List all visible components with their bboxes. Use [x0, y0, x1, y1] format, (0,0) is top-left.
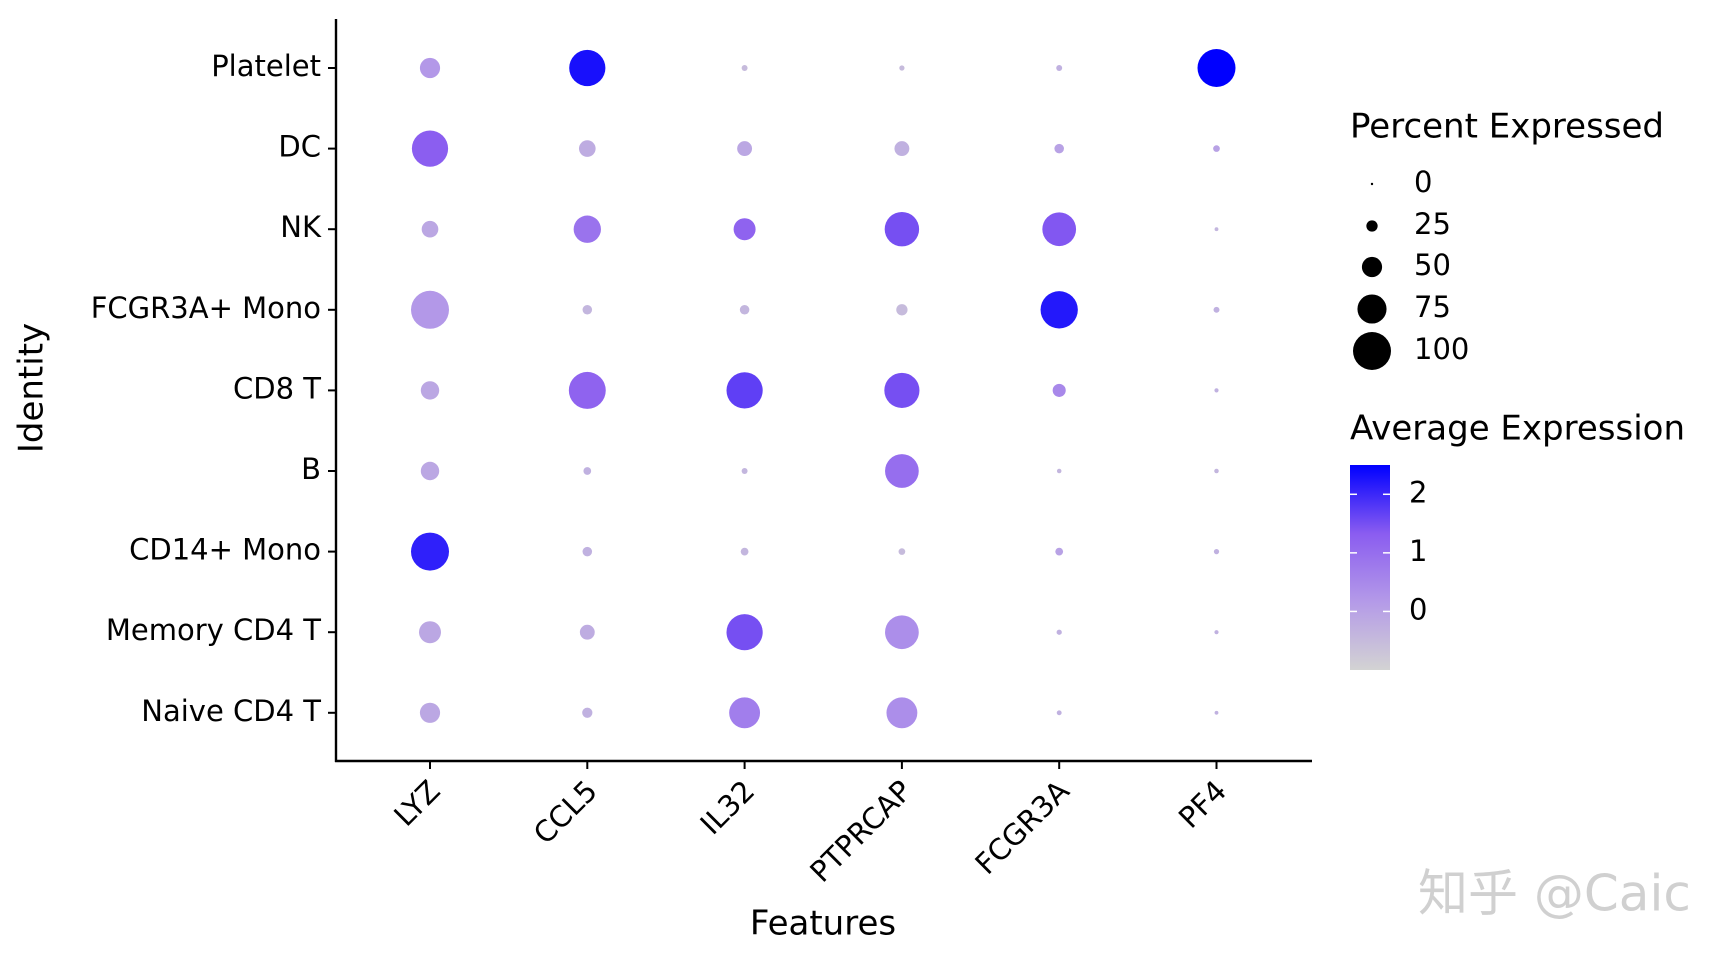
dot [886, 697, 918, 729]
y-tick-label: Naive CD4 T [141, 694, 321, 728]
dot [1214, 710, 1219, 715]
size-legend-dot [1353, 332, 1391, 370]
y-tick-label: DC [278, 130, 321, 164]
dot [411, 130, 449, 167]
dot [1213, 548, 1220, 555]
y-axis-title: Identity [12, 323, 52, 453]
dot [1214, 630, 1219, 635]
size-legend-label: 25 [1414, 207, 1451, 241]
dot [894, 141, 910, 157]
dot [421, 220, 439, 238]
dot [568, 371, 606, 409]
dot [739, 305, 750, 315]
dot [583, 467, 592, 475]
size-legend-label: 100 [1414, 332, 1469, 366]
dot [741, 65, 748, 71]
dot [737, 141, 753, 157]
y-tick-label: B [301, 452, 321, 486]
size-legend-dot [1357, 294, 1387, 324]
x-tick-label: PF4 [1172, 774, 1233, 835]
y-tick-label: CD8 T [233, 371, 321, 405]
dot [740, 547, 749, 556]
dot [1056, 629, 1062, 635]
dot [1052, 383, 1066, 397]
size-legend-dot [1361, 256, 1383, 278]
size-legend-label: 75 [1414, 290, 1451, 324]
dot [582, 707, 593, 718]
dot [1213, 145, 1220, 152]
dot [1056, 710, 1062, 716]
dot [726, 614, 763, 651]
dot [1213, 306, 1220, 313]
y-tick-label: NK [280, 210, 322, 244]
y-tick-label: Memory CD4 T [106, 613, 321, 647]
x-tick-label: IL32 [694, 774, 762, 842]
x-tick-label: PTPRCAP [803, 774, 918, 889]
dot [885, 454, 919, 488]
color-legend-title: Average Expression [1350, 409, 1685, 449]
dot [884, 211, 920, 247]
dot [899, 65, 905, 71]
dot [411, 532, 449, 571]
dot [1056, 468, 1062, 474]
dot [1042, 212, 1077, 247]
dot [582, 546, 593, 557]
size-legend-label: 50 [1414, 248, 1451, 282]
size-legend-dot [1370, 182, 1374, 186]
dot [1214, 388, 1219, 393]
dot [569, 49, 606, 87]
y-tick-label: CD14+ Mono [129, 533, 321, 567]
dot [582, 305, 593, 315]
x-tick-label: FCGR3A [968, 773, 1075, 880]
x-tick-label: CCL5 [527, 774, 604, 851]
color-bar [1350, 465, 1390, 670]
dot [1056, 65, 1063, 71]
dot [420, 381, 440, 400]
dot [884, 372, 920, 408]
dot [1054, 143, 1064, 154]
dot [1040, 291, 1078, 329]
dot [411, 290, 449, 329]
dot [419, 621, 441, 644]
dot [1197, 49, 1236, 87]
size-legend-title: Percent Expressed [1350, 107, 1664, 147]
color-bar-label: 1 [1409, 534, 1427, 568]
dot [1055, 547, 1064, 556]
dot [729, 697, 761, 729]
dot [733, 218, 756, 241]
dot [419, 702, 441, 723]
dot [420, 461, 440, 481]
x-tick-label: LYZ [387, 774, 446, 833]
y-tick-label: FCGR3A+ Mono [91, 291, 321, 325]
dot [885, 615, 919, 650]
size-legend-label: 0 [1414, 165, 1432, 199]
x-axis-title: Features [750, 904, 896, 944]
color-bar-label: 0 [1409, 592, 1427, 626]
dot [419, 57, 441, 79]
dot [578, 140, 596, 157]
size-legend-dot [1366, 220, 1378, 232]
dot [896, 304, 908, 316]
dot [579, 624, 595, 640]
dot [1214, 468, 1219, 474]
dot [726, 372, 763, 409]
color-bar-label: 2 [1409, 475, 1427, 509]
y-tick-label: Platelet [211, 49, 321, 83]
watermark: 知乎 @Caic [1418, 865, 1691, 923]
dot [898, 548, 906, 555]
dot [1214, 227, 1219, 232]
dot [741, 468, 748, 474]
dot [573, 215, 601, 243]
